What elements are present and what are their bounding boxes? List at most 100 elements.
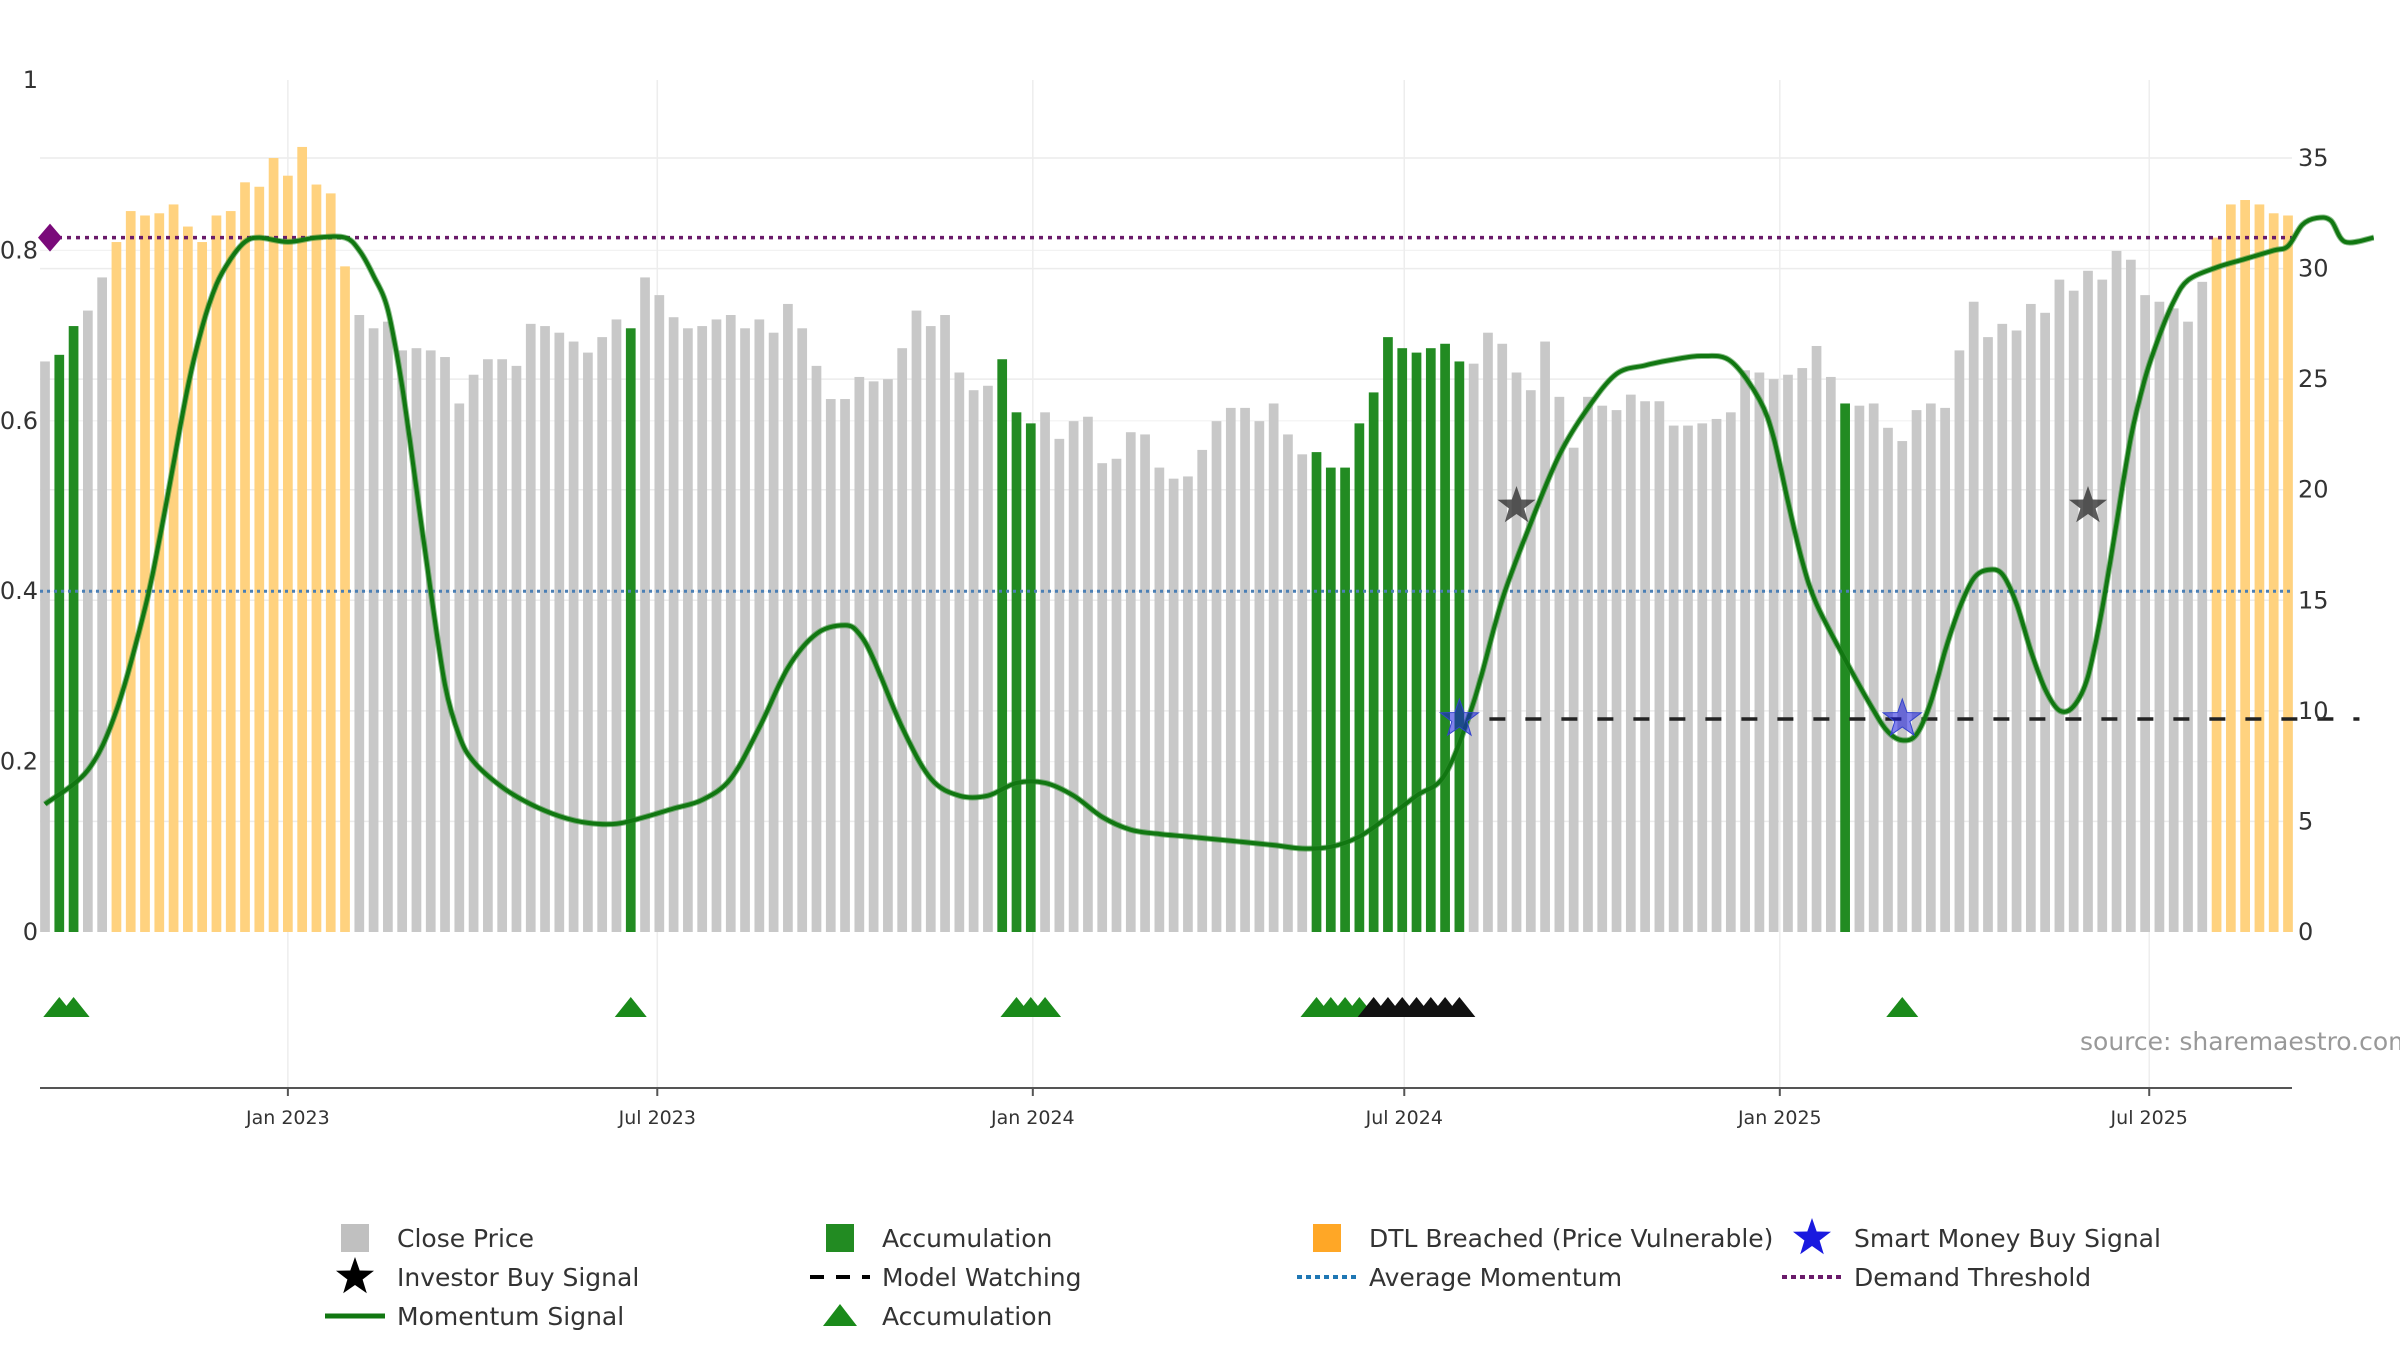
close-price-bar <box>840 399 850 932</box>
close-price-bar <box>454 403 465 932</box>
momentum-signal-glow <box>43 214 2375 852</box>
close-price-bar <box>2025 303 2036 932</box>
accumulation-bar <box>1340 467 1350 932</box>
x-axis-tick-label: Jul 2023 <box>618 1107 696 1129</box>
legend: Close Price Accumulation DTL Breached (Pri… <box>325 1218 2161 1331</box>
accumulation-bar <box>1325 467 1336 932</box>
close-price-bar <box>1283 434 1293 932</box>
close-price-bar <box>740 328 750 932</box>
close-price-bar <box>1997 323 2008 932</box>
close-price-bar <box>1811 345 1822 932</box>
legend-label: DTL Breached (Price Vulnerable) <box>1369 1224 1773 1253</box>
accumulation-bar <box>1354 423 1365 932</box>
left-axis-tick-label: 0 <box>23 918 38 946</box>
close-price-bar <box>1154 467 1165 932</box>
close-price-bar <box>2154 301 2165 932</box>
right-axis-tick-label: 35 <box>2298 144 2329 172</box>
right-axis-tick-label: 30 <box>2298 255 2329 283</box>
dtl-breached-bar <box>183 226 193 932</box>
legend-item: DTL Breached (Price Vulnerable) <box>1313 1224 1773 1253</box>
legend-label: Average Momentum <box>1369 1263 1622 1292</box>
close-price-bar <box>597 337 608 932</box>
close-price-bar <box>1125 432 1136 932</box>
close-price-bar <box>525 323 536 932</box>
x-axis-tick-label: Jan 2023 <box>245 1107 330 1129</box>
close-price-bar <box>1468 363 1479 933</box>
close-price-bar <box>854 376 865 933</box>
dtl-breached-bar <box>2240 200 2250 932</box>
close-price-bar <box>2054 279 2065 933</box>
dtl-breached-bar <box>2225 204 2236 932</box>
close-price-bar <box>583 352 593 932</box>
close-price-bar <box>1225 407 1236 932</box>
close-price-bar <box>2011 330 2022 932</box>
legend-label: Accumulation <box>882 1224 1052 1253</box>
legend-star-icon <box>336 1257 374 1294</box>
close-price-bar <box>1625 394 1636 932</box>
close-price-bar <box>1768 379 1779 933</box>
close-price-bar <box>568 341 579 932</box>
close-price-bar <box>1554 396 1565 932</box>
close-price-bar <box>1254 421 1265 932</box>
accumulation-bar <box>1425 348 1436 932</box>
close-price-bar <box>1725 412 1736 932</box>
accumulation-triangle-icon <box>1886 997 1919 1017</box>
dtl-breached-bar <box>340 266 350 932</box>
axes: Jan 2023 Jul 2023 Jan 2024 Jul 2024 Jan 2025… <box>0 66 2329 1129</box>
close-price-bar <box>954 372 965 933</box>
close-price-bar <box>411 348 422 932</box>
dtl-breached-bar <box>2211 237 2222 932</box>
close-price-bar <box>1940 407 1950 932</box>
accumulation-bar <box>1368 392 1379 932</box>
close-price-bar <box>468 374 479 933</box>
right-axis-tick-label: 0 <box>2298 918 2313 946</box>
close-price-bar <box>397 350 408 932</box>
close-price-bar <box>1897 441 1908 932</box>
close-price-bar <box>83 310 93 932</box>
close-price-bar <box>2125 259 2136 932</box>
dtl-breached-bar <box>154 213 165 933</box>
close-price-bar <box>1168 478 1179 932</box>
smart-money-buy-star-icon <box>1438 697 1480 737</box>
close-price-bar <box>825 399 836 932</box>
close-price-bar <box>1111 458 1122 932</box>
close-price-bar <box>925 326 936 932</box>
close-price-bar <box>1040 412 1050 932</box>
dtl-breached-bar <box>240 182 250 933</box>
close-price-bar <box>1054 438 1065 932</box>
close-price-bar <box>2083 270 2093 933</box>
close-price-bar <box>1568 447 1579 932</box>
investor-buy-star-icon <box>1497 486 1536 523</box>
close-price-bar <box>654 295 665 932</box>
close-price-bars <box>40 146 2293 933</box>
close-price-bar <box>1797 368 1808 933</box>
right-axis-tick-label: 10 <box>2298 697 2329 725</box>
accumulation-bar <box>1397 348 1408 932</box>
x-axis-tick-label: Jul 2025 <box>2110 1107 2188 1129</box>
dtl-breached-bar <box>125 211 136 932</box>
close-price-bar <box>554 332 565 932</box>
close-price-bar <box>811 365 822 933</box>
close-price-bar <box>1883 427 1893 932</box>
close-price-bar <box>1783 374 1793 933</box>
accumulation-bar <box>1411 352 1422 932</box>
accumulation-bar <box>1454 361 1465 932</box>
close-price-bar <box>754 319 765 932</box>
close-price-bar <box>983 385 993 933</box>
dtl-breached-bar <box>254 186 265 933</box>
momentum-signal-line <box>43 214 2375 852</box>
close-price-bar <box>783 303 793 932</box>
close-price-bar <box>668 317 679 932</box>
close-price-bar <box>1511 372 1522 933</box>
close-price-bar <box>2140 295 2150 932</box>
close-price-bar <box>725 315 736 932</box>
right-axis-tick-label: 25 <box>2298 365 2329 393</box>
close-price-bar <box>1183 476 1193 932</box>
legend-item: Average Momentum <box>1297 1263 1622 1292</box>
close-price-bar <box>611 319 622 932</box>
close-price-bar <box>1197 449 1208 932</box>
legend-swatch-icon <box>341 1224 369 1252</box>
dtl-breached-bar <box>325 193 336 932</box>
investor-buy-star-icon <box>2069 486 2107 523</box>
